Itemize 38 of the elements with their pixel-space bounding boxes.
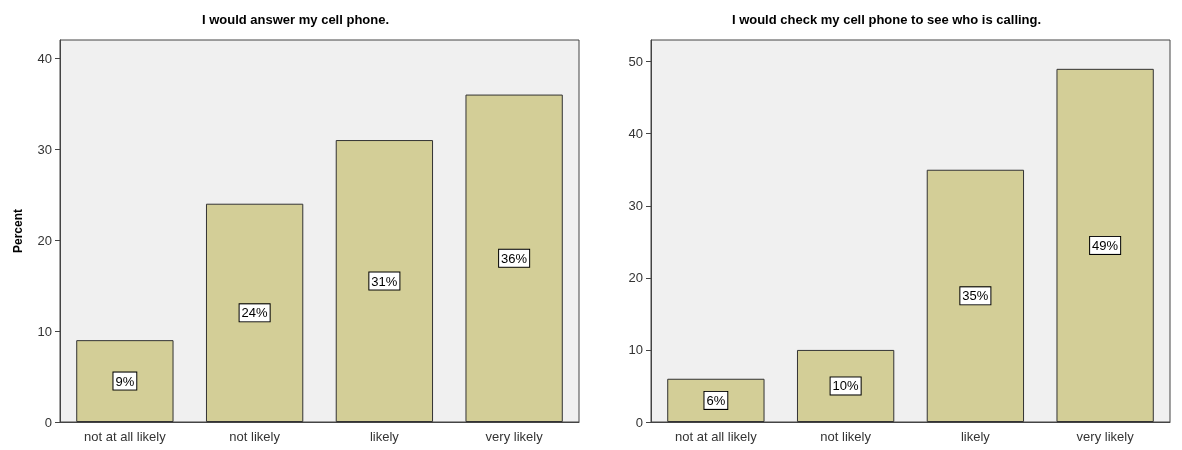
bar [667, 378, 765, 422]
chart-title: I would check my cell phone to see who is calling. [731, 12, 1042, 27]
bar [465, 94, 563, 422]
data-label: 31% [371, 273, 398, 289]
y-tick-label: 30 [37, 141, 52, 157]
y-tick-label: 30 [628, 198, 643, 214]
x-tick-label: very likely [1076, 429, 1135, 444]
x-tick-label: not likely [229, 429, 281, 444]
y-tick-label: 10 [628, 342, 643, 358]
y-tick-label: 20 [628, 270, 643, 286]
y-tick-label: 20 [37, 232, 52, 248]
y-tick-label: 10 [37, 323, 52, 339]
bar [1056, 68, 1154, 422]
y-tick-label: 40 [37, 50, 52, 66]
data-label: 35% [962, 288, 989, 304]
data-label: 10% [832, 378, 860, 394]
data-label: 24% [241, 305, 269, 321]
bar [76, 340, 174, 422]
x-tick-label: not likely [820, 429, 872, 444]
data-label: 9% [115, 373, 135, 389]
y-tick-label: 50 [628, 54, 643, 70]
y-tick-label: 0 [635, 414, 643, 430]
bar [205, 203, 304, 422]
chart-title: I would answer my cell phone. [201, 12, 390, 27]
x-tick-label: very likely [485, 429, 544, 444]
data-label: 6% [706, 392, 726, 408]
y-tick-label: 0 [44, 414, 52, 430]
x-tick-label: likely [960, 429, 991, 444]
x-tick-label: not at all likely [84, 429, 167, 444]
y-tick-label: 40 [628, 126, 643, 142]
data-label: 36% [501, 250, 528, 266]
data-label: 49% [1092, 237, 1119, 253]
x-tick-label: likely [369, 429, 400, 444]
bar [926, 169, 1025, 422]
y-axis-title: Percent [11, 208, 25, 254]
x-tick-label: not at all likely [675, 429, 758, 444]
bar [796, 349, 895, 422]
bar [335, 140, 434, 422]
